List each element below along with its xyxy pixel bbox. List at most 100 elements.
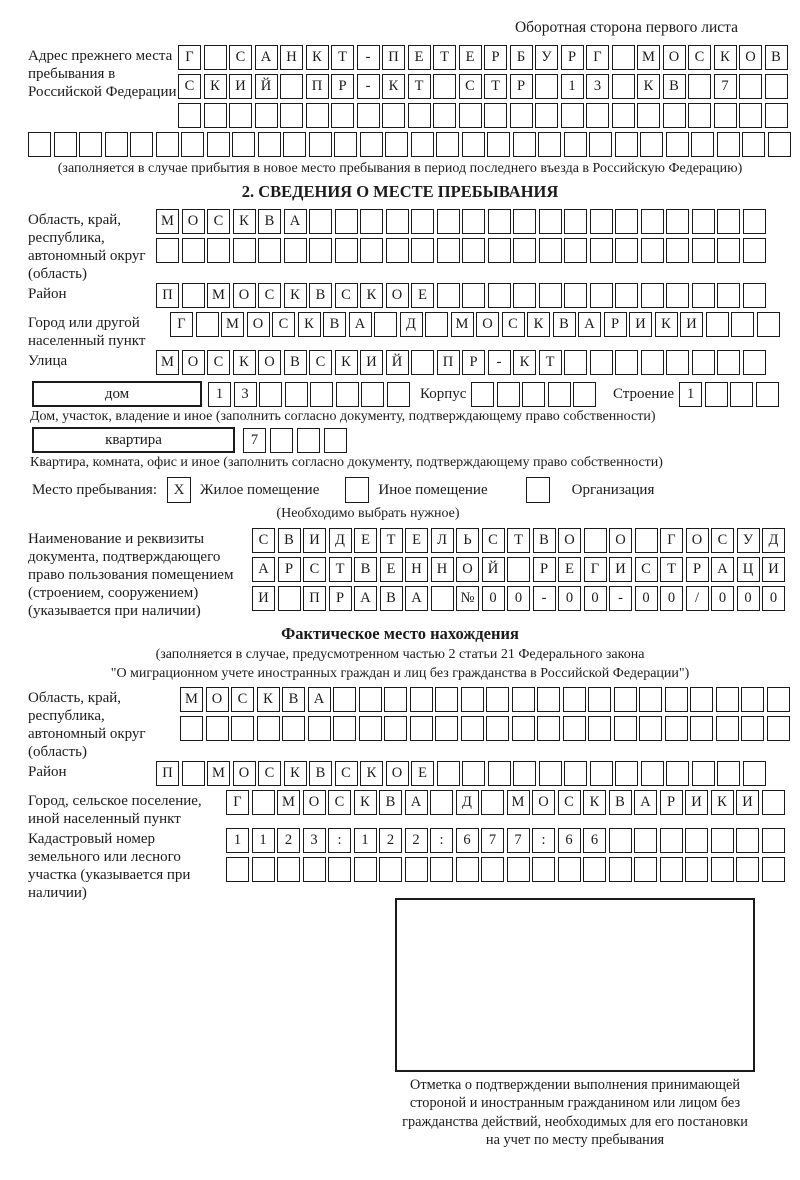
char-cell[interactable] (717, 283, 740, 308)
char-cell[interactable]: 1 (679, 381, 703, 407)
char-cell[interactable] (691, 761, 715, 786)
char-cell[interactable]: К (654, 312, 678, 337)
char-cell[interactable] (512, 132, 536, 157)
char-cell[interactable]: 2 (277, 828, 300, 853)
char-cell[interactable]: Й (385, 350, 409, 375)
char-cell[interactable]: Б (509, 45, 533, 70)
char-cell[interactable] (382, 103, 405, 128)
char-cell[interactable] (563, 132, 587, 157)
char-cell[interactable]: : (430, 828, 453, 853)
char-cell[interactable] (588, 716, 611, 741)
char-cell[interactable]: К (232, 350, 256, 375)
char-cell[interactable] (324, 427, 347, 453)
char-cell[interactable] (455, 857, 479, 882)
char-cell[interactable]: - (487, 350, 511, 375)
char-cell[interactable]: Ц (736, 557, 760, 582)
char-cell[interactable]: Р (328, 586, 352, 611)
char-cell[interactable]: С (328, 790, 351, 815)
char-cell[interactable]: А (404, 790, 428, 815)
char-cell[interactable] (331, 103, 354, 128)
char-cell[interactable] (310, 381, 333, 407)
char-cell[interactable] (436, 283, 460, 308)
char-cell[interactable]: Г (170, 312, 193, 337)
char-cell[interactable]: 1 (353, 828, 377, 853)
char-cell[interactable] (513, 238, 536, 263)
char-cell[interactable]: А (578, 312, 601, 337)
char-cell[interactable] (259, 381, 282, 407)
char-cell[interactable] (564, 350, 587, 375)
char-cell[interactable] (496, 381, 520, 407)
char-cell[interactable]: Д (399, 312, 423, 337)
checkbox-inoe[interactable] (345, 477, 370, 503)
char-cell[interactable] (666, 238, 689, 263)
char-cell[interactable] (231, 716, 254, 741)
char-cell[interactable] (742, 238, 766, 263)
char-cell[interactable] (486, 716, 509, 741)
char-cell[interactable] (761, 857, 785, 882)
char-cell[interactable]: К (513, 350, 536, 375)
char-cell[interactable] (333, 687, 356, 712)
char-cell[interactable]: Е (407, 45, 431, 70)
char-cell[interactable]: К (382, 74, 405, 99)
char-cell[interactable]: О (385, 283, 409, 308)
char-cell[interactable]: В (309, 283, 332, 308)
char-cell[interactable]: И (252, 586, 275, 611)
char-cell[interactable]: В (379, 790, 402, 815)
char-cell[interactable]: И (762, 557, 785, 582)
char-cell[interactable] (588, 687, 611, 712)
char-cell[interactable]: У (736, 528, 760, 553)
char-cell[interactable] (486, 687, 509, 712)
char-cell[interactable]: Н (430, 557, 454, 582)
char-cell[interactable] (277, 586, 301, 611)
char-cell[interactable] (611, 103, 635, 128)
char-cell[interactable] (206, 132, 230, 157)
char-cell[interactable] (717, 761, 740, 786)
char-cell[interactable] (251, 857, 275, 882)
char-cell[interactable] (688, 103, 711, 128)
char-cell[interactable]: У (535, 45, 558, 70)
char-cell[interactable] (564, 761, 587, 786)
char-cell[interactable]: : (532, 828, 555, 853)
char-cell[interactable] (615, 761, 638, 786)
char-cell[interactable] (104, 132, 128, 157)
char-cell[interactable]: С (334, 283, 358, 308)
char-cell[interactable]: 0 (507, 586, 530, 611)
char-cell[interactable] (256, 716, 280, 741)
char-cell[interactable] (564, 238, 587, 263)
char-cell[interactable] (589, 283, 613, 308)
char-cell[interactable]: Т (379, 528, 403, 553)
char-cell[interactable]: 3 (302, 828, 326, 853)
char-cell[interactable] (532, 857, 555, 882)
char-cell[interactable] (435, 687, 458, 712)
char-cell[interactable]: 3 (586, 74, 609, 99)
char-cell[interactable] (462, 209, 485, 234)
char-cell[interactable] (739, 103, 762, 128)
char-cell[interactable]: С (309, 350, 332, 375)
char-cell[interactable]: Т (407, 74, 431, 99)
char-cell[interactable]: И (360, 350, 383, 375)
char-cell[interactable]: Т (331, 45, 354, 70)
char-cell[interactable] (257, 132, 281, 157)
char-cell[interactable]: Т (328, 557, 352, 582)
char-cell[interactable]: 1 (208, 381, 231, 407)
char-cell[interactable] (180, 716, 203, 741)
char-cell[interactable] (407, 103, 431, 128)
char-cell[interactable]: С (258, 761, 281, 786)
char-cell[interactable]: С (303, 557, 326, 582)
char-cell[interactable] (705, 312, 729, 337)
char-cell[interactable]: Г (660, 528, 683, 553)
char-cell[interactable] (615, 209, 638, 234)
char-cell[interactable]: С (501, 312, 525, 337)
char-cell[interactable]: С (207, 209, 230, 234)
char-cell[interactable]: Е (558, 557, 581, 582)
char-cell[interactable]: С (334, 761, 358, 786)
char-cell[interactable] (379, 857, 402, 882)
char-cell[interactable]: М (180, 687, 203, 712)
char-cell[interactable] (484, 103, 507, 128)
char-cell[interactable]: А (252, 557, 275, 582)
char-cell[interactable] (690, 687, 713, 712)
char-cell[interactable] (538, 209, 562, 234)
char-cell[interactable]: М (156, 350, 179, 375)
char-cell[interactable] (640, 238, 664, 263)
char-cell[interactable]: Т (660, 557, 683, 582)
